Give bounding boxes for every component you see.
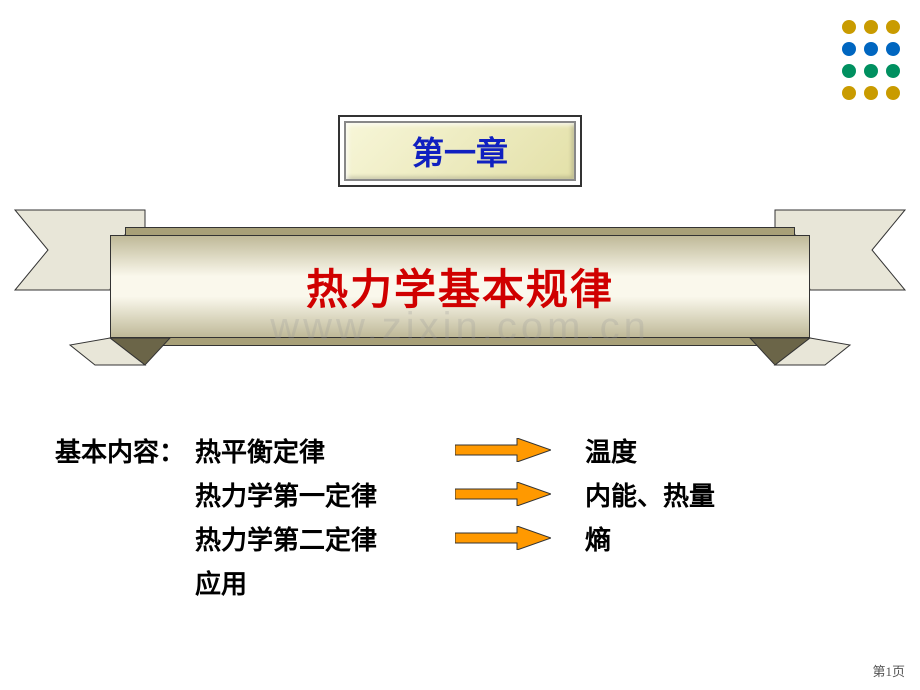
dot xyxy=(864,20,878,34)
content-label: 基本内容： xyxy=(55,432,195,469)
dot xyxy=(886,86,900,100)
chapter-title: 第一章 xyxy=(412,128,508,174)
plaque-bevel: 第一章 xyxy=(344,121,576,181)
dot xyxy=(886,42,900,56)
arrow-icon xyxy=(455,438,585,462)
dot xyxy=(842,64,856,78)
dot xyxy=(864,42,878,56)
arrow-icon xyxy=(455,526,585,550)
arrow-icon xyxy=(455,482,585,506)
dot xyxy=(864,86,878,100)
dot xyxy=(864,64,878,78)
content-right: 熵 xyxy=(585,520,611,557)
content-row: 应用 xyxy=(55,562,715,602)
dot xyxy=(842,42,856,56)
content-row: 热力学第一定律 内能、热量 xyxy=(55,474,715,514)
content-left: 热力学第一定律 xyxy=(195,476,455,513)
ribbon-bottom-tails xyxy=(0,205,920,375)
dot xyxy=(886,64,900,78)
content-left: 热平衡定律 xyxy=(195,432,455,469)
dot xyxy=(842,86,856,100)
content-row: 热力学第二定律 熵 xyxy=(55,518,715,558)
page-number: 第1页 xyxy=(872,661,905,680)
dot xyxy=(886,20,900,34)
chapter-plaque: 第一章 xyxy=(338,115,582,187)
content-left: 应用 xyxy=(195,564,455,601)
content-left: 热力学第二定律 xyxy=(195,520,455,557)
content-row: 基本内容： 热平衡定律 温度 xyxy=(55,430,715,470)
content-right: 温度 xyxy=(585,432,637,469)
banner-assembly: 热力学基本规律 xyxy=(0,205,920,365)
content-right: 内能、热量 xyxy=(585,476,715,513)
corner-dot-grid xyxy=(842,20,900,100)
content-block: 基本内容： 热平衡定律 温度 热力学第一定律 内能、热量 热力学第二定律 熵 应… xyxy=(55,430,715,606)
dot xyxy=(842,20,856,34)
